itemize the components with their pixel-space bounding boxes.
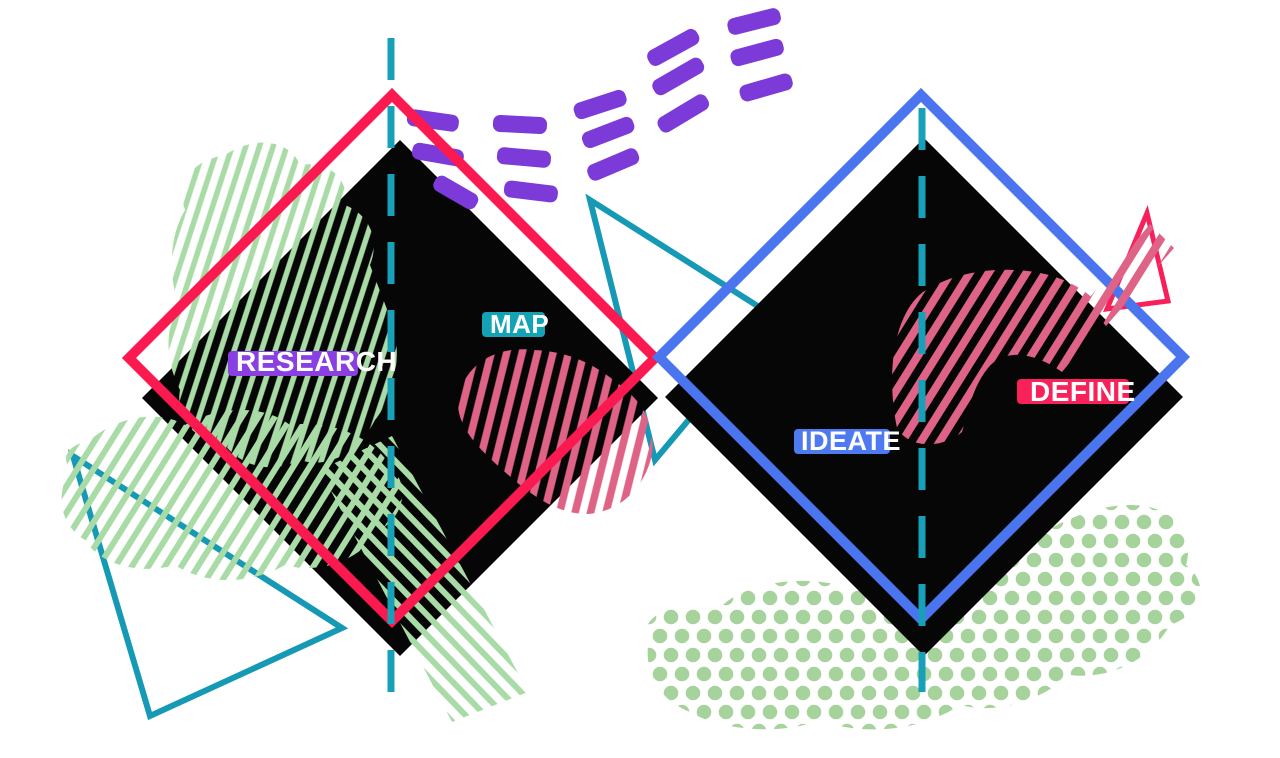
phase-badge-define: DEFINE bbox=[1017, 376, 1136, 407]
define-badge-background bbox=[1017, 379, 1129, 404]
map-label: MAP bbox=[490, 309, 549, 339]
phase-badge-research: RESEARCH bbox=[228, 346, 397, 377]
map-badge-background bbox=[482, 312, 545, 337]
ideate-label: IDEATE bbox=[801, 426, 901, 456]
ideate-badge-background bbox=[794, 429, 890, 454]
pink-hatched-band-triangle bbox=[1086, 224, 1174, 326]
pink-hatched-blob-left bbox=[457, 349, 653, 514]
research-badge-background bbox=[228, 351, 358, 376]
research-label: RESEARCH bbox=[236, 346, 397, 377]
phase-badge-map: MAP bbox=[482, 309, 549, 339]
purple-dash-waves bbox=[406, 8, 793, 210]
pink-hatched-blob-right bbox=[892, 269, 1108, 445]
green-hatched-streak-bottom bbox=[320, 436, 528, 722]
phase-badge-ideate: IDEATE bbox=[794, 426, 901, 456]
define-label: DEFINE bbox=[1030, 376, 1136, 407]
green-hatched-blob-lower-left bbox=[61, 410, 403, 580]
green-hatched-blob-top-left bbox=[168, 142, 397, 468]
